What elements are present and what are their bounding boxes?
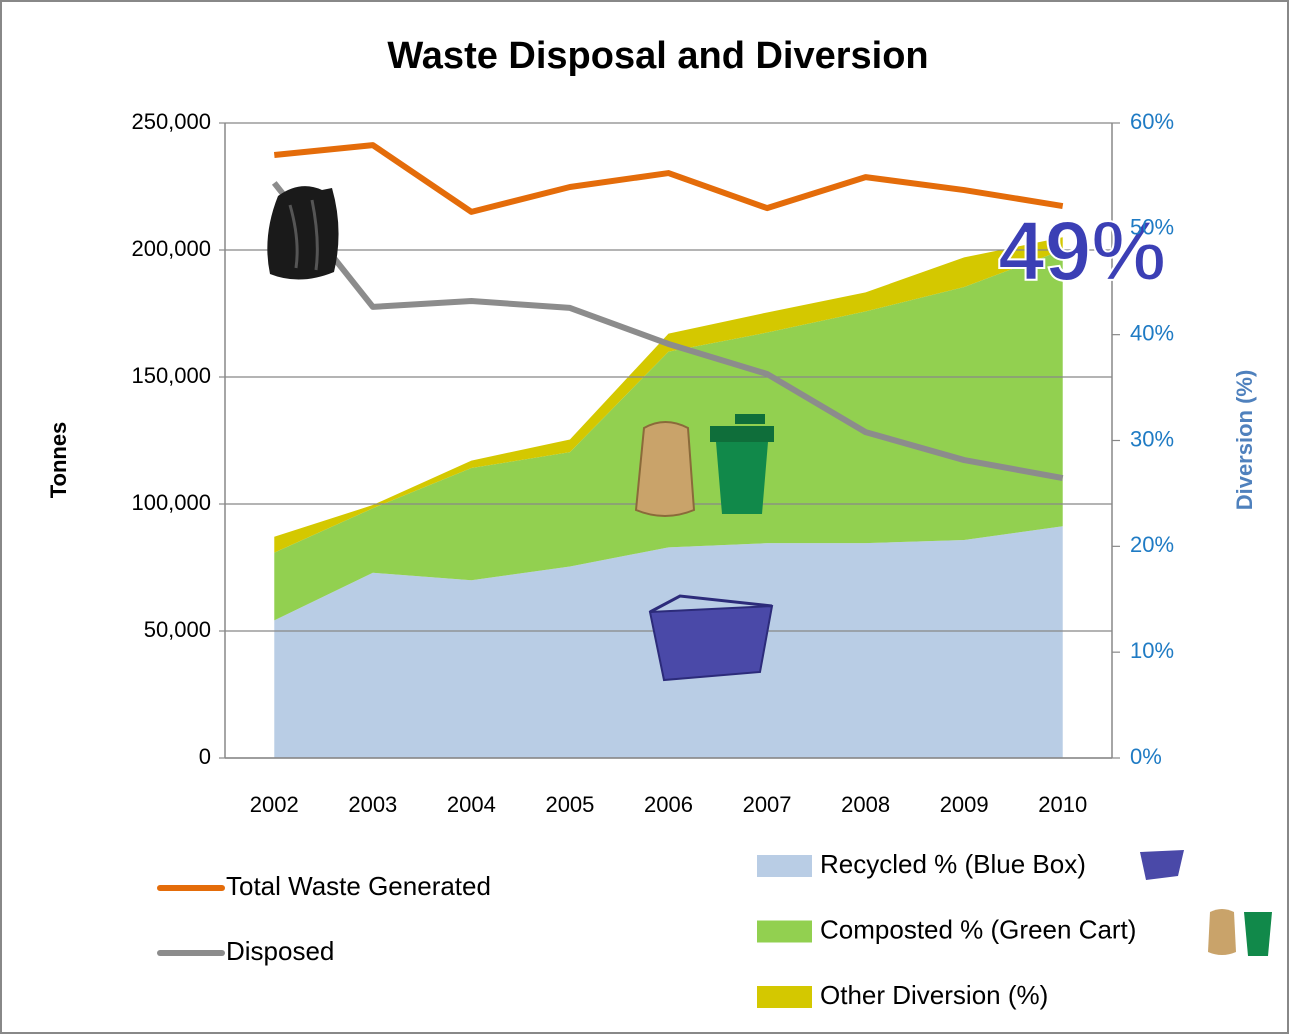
y2-tick-label: 40% xyxy=(1130,320,1174,345)
x-tick-label: 2002 xyxy=(250,792,299,817)
y-tick-label: 200,000 xyxy=(131,236,211,261)
legend-label: Composted % (Green Cart) xyxy=(820,914,1136,944)
x-tick-label: 2006 xyxy=(644,792,693,817)
y2-tick-label: 10% xyxy=(1130,638,1174,663)
x-tick-label: 2003 xyxy=(348,792,397,817)
y2-tick-label: 60% xyxy=(1130,109,1174,134)
legend-label: Recycled % (Blue Box) xyxy=(820,849,1086,879)
legend-swatch xyxy=(757,921,812,943)
x-tick-label: 2010 xyxy=(1038,792,1087,817)
y2-tick-label: 30% xyxy=(1130,426,1174,451)
y2-tick-label: 0% xyxy=(1130,744,1162,769)
garbage-bag-icon xyxy=(267,186,338,279)
y-tick-label: 100,000 xyxy=(131,490,211,515)
legend-label: Other Diversion (%) xyxy=(820,980,1048,1010)
legend-label: Disposed xyxy=(226,936,334,966)
y-tick-label: 0 xyxy=(199,744,211,769)
y2-tick-label: 50% xyxy=(1130,215,1174,240)
y-tick-label: 50,000 xyxy=(144,617,211,642)
chart-title: Waste Disposal and Diversion xyxy=(387,35,928,77)
yard-bag-icon xyxy=(636,422,694,516)
x-tick-label: 2009 xyxy=(940,792,989,817)
x-tick-label: 2008 xyxy=(841,792,890,817)
legend-swatch xyxy=(757,986,812,1008)
x-tick-label: 2004 xyxy=(447,792,496,817)
y-tick-label: 250,000 xyxy=(131,109,211,134)
y-tick-label: 150,000 xyxy=(131,363,211,388)
y2-axis-label: Diversion (%) xyxy=(1232,370,1257,511)
y-axis-label: Tonnes xyxy=(46,422,71,499)
x-tick-label: 2007 xyxy=(743,792,792,817)
legend-swatch xyxy=(757,855,812,877)
x-tick-label: 2005 xyxy=(545,792,594,817)
legend-label: Total Waste Generated xyxy=(226,871,491,901)
y2-tick-label: 20% xyxy=(1130,532,1174,557)
chart: Waste Disposal and Diversion Tonnes Dive… xyxy=(0,0,1290,1035)
